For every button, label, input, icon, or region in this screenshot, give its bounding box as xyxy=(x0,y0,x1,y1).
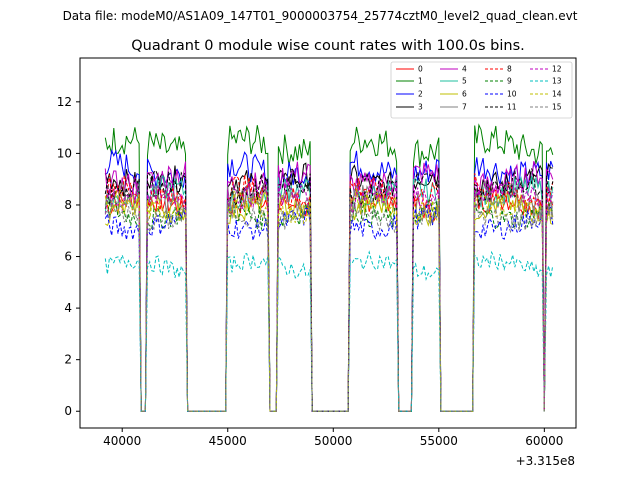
legend-label-5: 5 xyxy=(462,77,467,86)
series-line-1 xyxy=(104,123,554,412)
x-tick-label: 40000 xyxy=(103,434,141,448)
series-line-15 xyxy=(104,198,554,412)
legend-label-13: 13 xyxy=(552,77,562,86)
legend-label-14: 14 xyxy=(552,90,562,99)
series-line-8 xyxy=(104,173,554,412)
legend-label-0: 0 xyxy=(418,65,423,74)
legend-label-9: 9 xyxy=(507,77,512,86)
legend-label-12: 12 xyxy=(552,65,562,74)
series-line-14 xyxy=(104,188,554,412)
y-tick-label: 10 xyxy=(57,146,72,160)
legend-label-8: 8 xyxy=(507,65,512,74)
x-tick-label: 45000 xyxy=(209,434,247,448)
legend-box xyxy=(390,61,573,119)
legend-label-1: 1 xyxy=(418,77,423,86)
legend-label-15: 15 xyxy=(552,103,562,112)
x-axis: 40000 45000 50000 55000 60000 xyxy=(103,428,563,448)
x-tick-label: 50000 xyxy=(314,434,352,448)
legend-label-10: 10 xyxy=(507,90,517,99)
series-line-13 xyxy=(104,250,554,412)
legend-label-3: 3 xyxy=(418,103,423,112)
y-tick-label: 2 xyxy=(64,353,72,367)
y-tick-label: 8 xyxy=(64,198,72,212)
legend-label-2: 2 xyxy=(418,90,423,99)
series-line-9 xyxy=(104,196,554,412)
y-tick-label: 0 xyxy=(64,404,72,418)
legend-label-7: 7 xyxy=(462,103,467,112)
figure-suptitle: Data file: modeM0/AS1A09_147T01_90000037… xyxy=(63,9,578,23)
y-tick-label: 4 xyxy=(64,301,72,315)
chart-title: Quadrant 0 module wise count rates with … xyxy=(131,38,525,54)
legend-label-11: 11 xyxy=(507,103,517,112)
series-layer xyxy=(104,123,554,412)
legend-label-6: 6 xyxy=(462,90,467,99)
x-tick-label: 55000 xyxy=(420,434,458,448)
y-axis: 0 2 4 6 8 10 12 xyxy=(57,95,80,418)
x-tick-label: 60000 xyxy=(525,434,563,448)
y-tick-label: 6 xyxy=(64,250,72,264)
legend-label-4: 4 xyxy=(462,65,467,74)
x-offset-label: +3.315e8 xyxy=(516,454,575,468)
series-line-10 xyxy=(104,204,554,412)
plot-frame xyxy=(79,57,577,429)
y-tick-label: 12 xyxy=(57,95,72,109)
